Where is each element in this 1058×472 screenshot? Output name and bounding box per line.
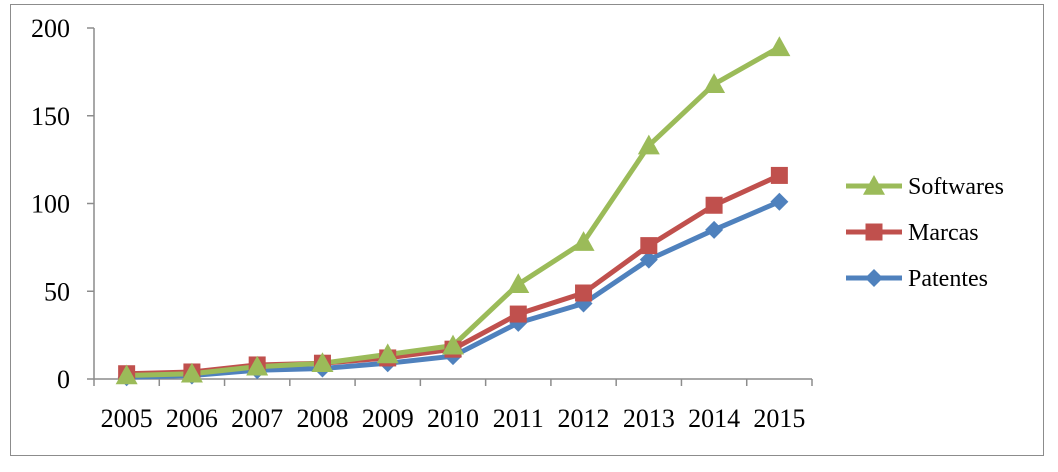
series-markers [115,36,791,387]
series-lines [124,44,782,380]
data-point-softwares [180,362,203,383]
x-tick-label: 2010 [427,404,479,433]
x-tick-label: 2009 [362,404,414,433]
x-tick-label: 2012 [558,404,610,433]
y-tick-label: 100 [31,190,70,219]
x-tick-label: 2006 [166,404,218,433]
chart-axes [93,28,812,380]
x-tick-label: 2013 [623,404,675,433]
series-line-softwares [124,44,782,378]
legend-label-softwares: Softwares [908,174,1004,200]
data-point-marcas [705,196,723,214]
data-point-softwares [637,134,660,155]
data-point-patentes [639,250,658,269]
data-point-marcas [770,166,788,184]
data-point-softwares [442,334,464,355]
data-point-marcas [640,237,658,255]
x-tick-label: 2008 [296,404,348,433]
data-point-softwares [115,364,138,385]
data-point-softwares [768,36,791,57]
x-tick-label: 2007 [231,404,283,433]
y-tick-label: 50 [44,277,70,306]
x-tick-label: 2011 [493,404,544,433]
x-tick-label: 2015 [753,404,805,433]
legend-marker-patentes [865,269,883,287]
data-point-marcas [575,284,593,302]
data-point-patentes [770,192,789,211]
data-point-patentes [705,220,724,239]
x-tick-label: 2005 [101,404,153,433]
legend-marker-marcas [865,223,883,241]
x-tick-label: 2014 [688,404,740,433]
y-tick-label: 0 [57,365,70,394]
legend-label-marcas: Marcas [908,220,979,246]
y-axis-ticks: 0 50 100 150 200 [31,14,94,394]
data-point-softwares [703,73,726,93]
chart-legend: Softwares Marcas Patentes [846,174,1004,292]
data-point-softwares [376,343,399,364]
y-tick-label: 200 [31,14,70,43]
legend-label-patentes: Patentes [908,266,988,292]
y-tick-label: 150 [31,102,70,131]
x-axis-ticks: 2005 2006 2007 2008 2009 2010 2011 2012 2013 2014… [93,379,813,433]
data-point-softwares [311,352,334,373]
data-point-softwares [572,231,595,251]
legend-marker-softwares [863,175,885,195]
data-point-softwares [246,355,269,376]
data-point-softwares [507,273,530,294]
data-point-marcas [509,305,527,323]
